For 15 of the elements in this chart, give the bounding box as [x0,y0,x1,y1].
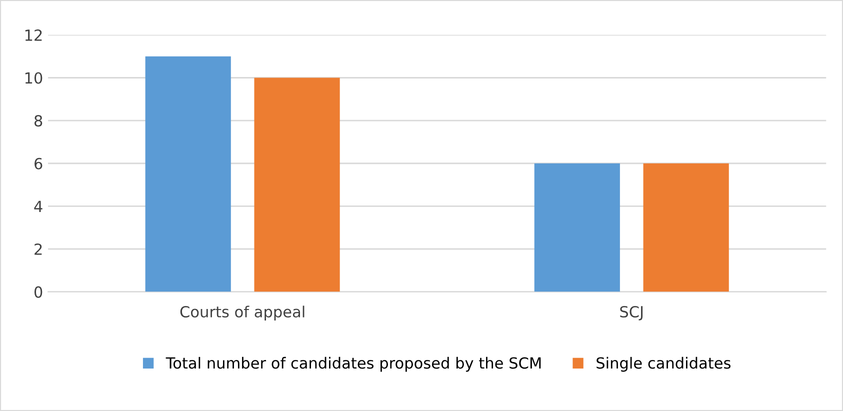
y-tick-label: 4 [34,200,42,212]
y-tick-label: 10 [25,72,42,84]
y-tick-label: 0 [34,286,42,298]
y-tick-label: 2 [34,243,42,255]
y-tick-label: 12 [25,29,42,41]
legend-label: Total number of candidates proposed by the SCM [166,356,541,372]
bar [643,163,729,292]
x-tick-label: Courts of appeal [180,306,304,320]
bar [254,78,340,292]
bar [534,163,620,292]
y-tick-label: 8 [34,115,42,127]
bar [145,56,231,292]
y-tick-label: 6 [34,158,42,170]
legend-label: Single candidates [596,356,730,372]
x-tick-label: SCJ [620,306,643,320]
